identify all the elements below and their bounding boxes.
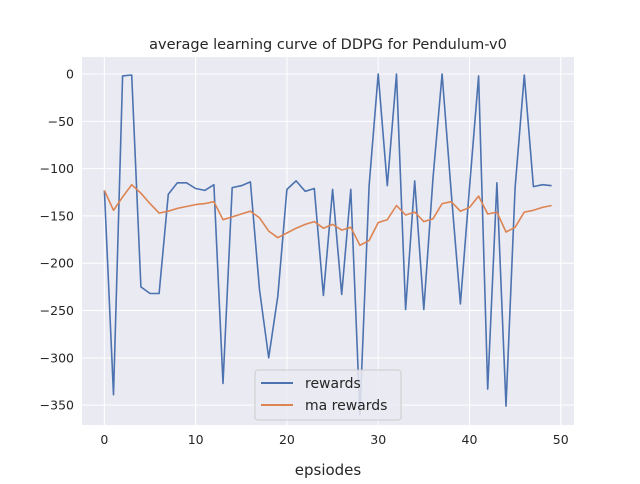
x-tick-label: 20 — [279, 432, 295, 447]
x-tick-label: 0 — [100, 432, 108, 447]
chart-title: average learning curve of DDPG for Pendu… — [149, 37, 507, 53]
y-tick-label: −150 — [40, 208, 74, 223]
y-tick-label: −250 — [40, 303, 74, 318]
x-tick-label: 10 — [188, 432, 204, 447]
legend-label-rewards: rewards — [305, 376, 361, 392]
x-tick-label: 40 — [462, 432, 478, 447]
legend-label-ma-rewards: ma rewards — [305, 398, 387, 414]
x-axis-label: epsiodes — [295, 461, 362, 479]
legend: rewards ma rewards — [254, 369, 402, 421]
x-tick-label: 50 — [553, 432, 569, 447]
y-tick-label: −200 — [40, 256, 74, 271]
y-tick-label: −100 — [40, 161, 74, 176]
y-tick-label: −300 — [40, 350, 74, 365]
y-tick-label: −350 — [40, 398, 74, 413]
series-lines — [103, 73, 552, 416]
x-tick-label: 30 — [370, 432, 386, 447]
series-line-rewards — [103, 73, 552, 416]
y-tick-label: −50 — [48, 114, 74, 129]
series-line-ma-rewards — [103, 183, 552, 247]
tick-labels: 0 10 20 30 40 50 0 −50 −100 −150 −200 −250 −300 −350 — [40, 67, 569, 447]
y-tick-label: 0 — [66, 67, 74, 82]
